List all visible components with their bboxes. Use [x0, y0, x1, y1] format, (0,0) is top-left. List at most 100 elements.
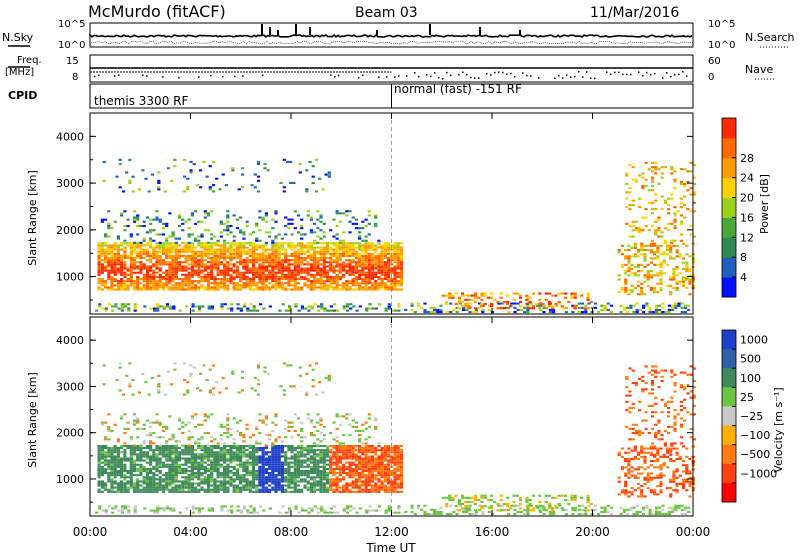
- velocity-cell: [313, 482, 317, 485]
- power-cell: [208, 186, 212, 189]
- power-cell: [168, 273, 172, 276]
- power-cell: [499, 292, 503, 295]
- power-cell: [316, 241, 320, 244]
- nave-dot: [210, 74, 212, 77]
- power-cell: [245, 242, 249, 245]
- velocity-cell: [104, 457, 108, 460]
- power-cell: [255, 309, 259, 312]
- velocity-cell: [277, 447, 281, 450]
- power-cell: [677, 304, 681, 307]
- power-cell: [158, 254, 162, 257]
- power-cell: [490, 305, 494, 308]
- velocity-cell: [351, 445, 355, 448]
- power-cell: [232, 286, 236, 289]
- velocity-cell: [145, 467, 149, 470]
- power-cell: [564, 292, 568, 295]
- power-cell: [396, 267, 400, 270]
- power-cell: [683, 304, 688, 307]
- velocity-cell: [200, 467, 204, 470]
- velocity-cell: [245, 445, 249, 448]
- power-cell: [364, 267, 368, 270]
- power-cell: [685, 244, 689, 247]
- velocity-cell: [149, 476, 153, 479]
- power-cell: [111, 305, 115, 308]
- power-cell: [97, 244, 101, 247]
- velocity-cell: [190, 474, 194, 477]
- velocity-cell: [187, 488, 191, 491]
- velocity-cell: [197, 455, 201, 458]
- velocity-cell: [332, 470, 336, 473]
- power-cell: [107, 222, 111, 225]
- power-cell: [670, 172, 674, 175]
- power-cell: [309, 275, 313, 278]
- power-cell: [290, 222, 294, 225]
- velocity-cell: [358, 447, 362, 450]
- velocity-cell: [271, 447, 275, 450]
- velocity-cell: [145, 486, 149, 489]
- power-cell: [223, 246, 227, 249]
- power-cell: [367, 214, 371, 217]
- velocity-cell: [393, 455, 397, 458]
- power-cell: [316, 267, 320, 270]
- power-cell: [624, 272, 628, 275]
- velocity-cell: [197, 465, 201, 468]
- power-cell: [207, 305, 211, 308]
- velocity-cell: [139, 459, 143, 462]
- velocity-cell: [393, 449, 397, 452]
- velocity-cell: [155, 463, 159, 466]
- power-cell: [194, 254, 198, 257]
- power-cell: [335, 225, 339, 228]
- power-cell: [129, 244, 133, 247]
- power-cell: [220, 303, 224, 306]
- power-cell: [127, 307, 131, 310]
- velocity-cell: [161, 451, 166, 454]
- power-cell: [378, 303, 382, 306]
- power-cell: [338, 278, 342, 281]
- velocity-cell: [152, 457, 156, 460]
- power-cell: [287, 273, 291, 276]
- power-cell: [665, 249, 670, 252]
- power-cell: [203, 252, 207, 255]
- velocity-cell: [116, 490, 120, 493]
- power-cell: [313, 239, 317, 242]
- velocity-cell: [319, 474, 323, 477]
- power-cell: [219, 235, 223, 238]
- power-cell: [481, 311, 485, 314]
- velocity-cell: [316, 461, 320, 464]
- power-cell: [481, 308, 485, 311]
- velocity-cell: [232, 474, 236, 477]
- power-cell: [174, 267, 178, 270]
- power-cell: [213, 235, 217, 238]
- velocity-cell: [229, 484, 233, 487]
- power-cell: [258, 246, 262, 249]
- power-cell: [535, 304, 540, 307]
- power-cell: [638, 206, 642, 209]
- power-cell: [325, 257, 330, 260]
- power-cell: [194, 288, 198, 291]
- velocity-cell: [325, 463, 330, 466]
- power-cell: [184, 273, 188, 276]
- power-cell: [132, 261, 137, 264]
- velocity-cell: [145, 480, 149, 483]
- power-cell: [149, 239, 153, 242]
- velocity-cell: [261, 486, 265, 489]
- power-cell: [399, 273, 403, 276]
- velocity-cell: [358, 490, 362, 493]
- velocity-cell: [374, 459, 378, 462]
- velocity-cell: [370, 488, 375, 491]
- power-cell: [126, 244, 130, 247]
- power-cell: [374, 254, 378, 257]
- velocity-cell: [110, 482, 114, 485]
- power-cell: [251, 246, 256, 249]
- power-cell: [107, 303, 112, 306]
- velocity-cell: [123, 453, 127, 456]
- power-cell: [226, 214, 230, 217]
- power-cell: [667, 208, 671, 211]
- velocity-cell: [177, 459, 182, 462]
- power-cell: [216, 244, 220, 247]
- velocity-cell: [190, 467, 194, 470]
- velocity-cell: [168, 490, 172, 493]
- velocity-cell: [319, 480, 323, 483]
- velocity-cell: [338, 459, 342, 462]
- power-cell: [189, 169, 193, 172]
